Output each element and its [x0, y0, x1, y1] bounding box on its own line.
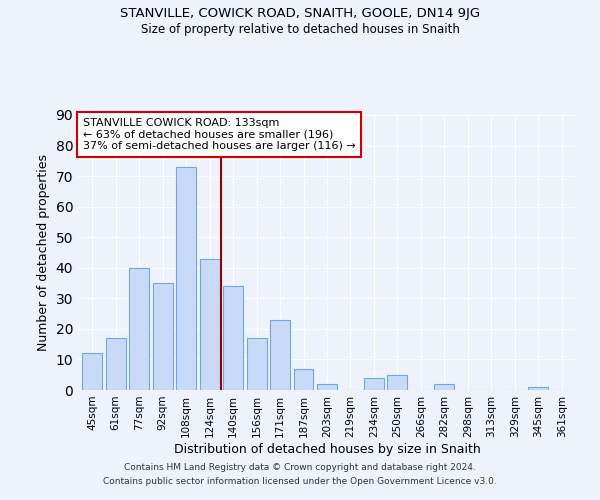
- Bar: [388, 374, 407, 390]
- Bar: [176, 167, 196, 390]
- Text: STANVILLE, COWICK ROAD, SNAITH, GOOLE, DN14 9JG: STANVILLE, COWICK ROAD, SNAITH, GOOLE, D…: [120, 8, 480, 20]
- Bar: [82, 354, 102, 390]
- Text: STANVILLE COWICK ROAD: 133sqm
← 63% of detached houses are smaller (196)
37% of : STANVILLE COWICK ROAD: 133sqm ← 63% of d…: [83, 118, 356, 151]
- Text: Contains HM Land Registry data © Crown copyright and database right 2024.: Contains HM Land Registry data © Crown c…: [124, 464, 476, 472]
- Text: Size of property relative to detached houses in Snaith: Size of property relative to detached ho…: [140, 22, 460, 36]
- Bar: [434, 384, 454, 390]
- Bar: [293, 368, 313, 390]
- Bar: [106, 338, 125, 390]
- Bar: [270, 320, 290, 390]
- Bar: [200, 258, 220, 390]
- Bar: [529, 387, 548, 390]
- Y-axis label: Number of detached properties: Number of detached properties: [37, 154, 50, 351]
- X-axis label: Distribution of detached houses by size in Snaith: Distribution of detached houses by size …: [173, 442, 481, 456]
- Text: Contains public sector information licensed under the Open Government Licence v3: Contains public sector information licen…: [103, 477, 497, 486]
- Bar: [223, 286, 243, 390]
- Bar: [317, 384, 337, 390]
- Bar: [247, 338, 266, 390]
- Bar: [152, 283, 173, 390]
- Bar: [364, 378, 384, 390]
- Bar: [129, 268, 149, 390]
